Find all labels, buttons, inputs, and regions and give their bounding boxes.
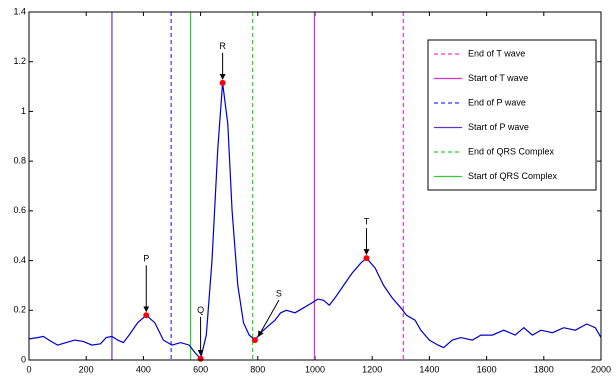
legend-label: Start of T wave bbox=[468, 73, 528, 83]
annotation-point bbox=[197, 355, 204, 362]
annotation-label: T bbox=[364, 216, 370, 226]
annotation-arrow bbox=[258, 299, 280, 337]
annotation-point bbox=[143, 312, 150, 319]
x-tick-label: 800 bbox=[250, 364, 265, 374]
x-tick-label: 1400 bbox=[419, 364, 439, 374]
legend-label: Start of QRS Complex bbox=[468, 171, 558, 181]
legend-box bbox=[427, 39, 597, 191]
legend-label: End of T wave bbox=[468, 48, 525, 58]
legend-label: Start of P wave bbox=[468, 122, 529, 132]
legend-label: End of QRS Complex bbox=[468, 146, 555, 156]
x-tick-label: 0 bbox=[26, 364, 31, 374]
y-tick-label: 0.2 bbox=[13, 305, 26, 315]
y-tick-label: 1.2 bbox=[13, 56, 26, 66]
y-tick-label: 0 bbox=[21, 354, 26, 364]
y-tick-label: 1.4 bbox=[13, 6, 26, 16]
y-tick-label: 1 bbox=[21, 106, 26, 116]
y-tick-label: 0.6 bbox=[13, 205, 26, 215]
legend-label: End of P wave bbox=[468, 97, 526, 107]
annotation-point bbox=[251, 337, 258, 344]
x-tick-label: 1000 bbox=[305, 364, 325, 374]
plot-frame bbox=[28, 11, 602, 361]
y-tick-label: 0.8 bbox=[13, 156, 26, 166]
x-tick-label: 1800 bbox=[534, 364, 554, 374]
x-tick-label: 200 bbox=[79, 364, 94, 374]
signal-line bbox=[28, 82, 602, 361]
annotation-point bbox=[219, 79, 226, 86]
annotation-label: S bbox=[276, 288, 282, 298]
annotation-point bbox=[363, 255, 370, 262]
annotation-label: Q bbox=[197, 305, 204, 315]
x-tick-label: 600 bbox=[193, 364, 208, 374]
x-tick-label: 1200 bbox=[362, 364, 382, 374]
y-tick-label: 0.4 bbox=[13, 255, 26, 265]
annotation-label: P bbox=[143, 254, 149, 264]
x-tick-label: 2000 bbox=[591, 364, 611, 374]
x-tick-label: 1600 bbox=[477, 364, 497, 374]
annotation-label: R bbox=[219, 41, 226, 51]
x-tick-label: 400 bbox=[136, 364, 151, 374]
